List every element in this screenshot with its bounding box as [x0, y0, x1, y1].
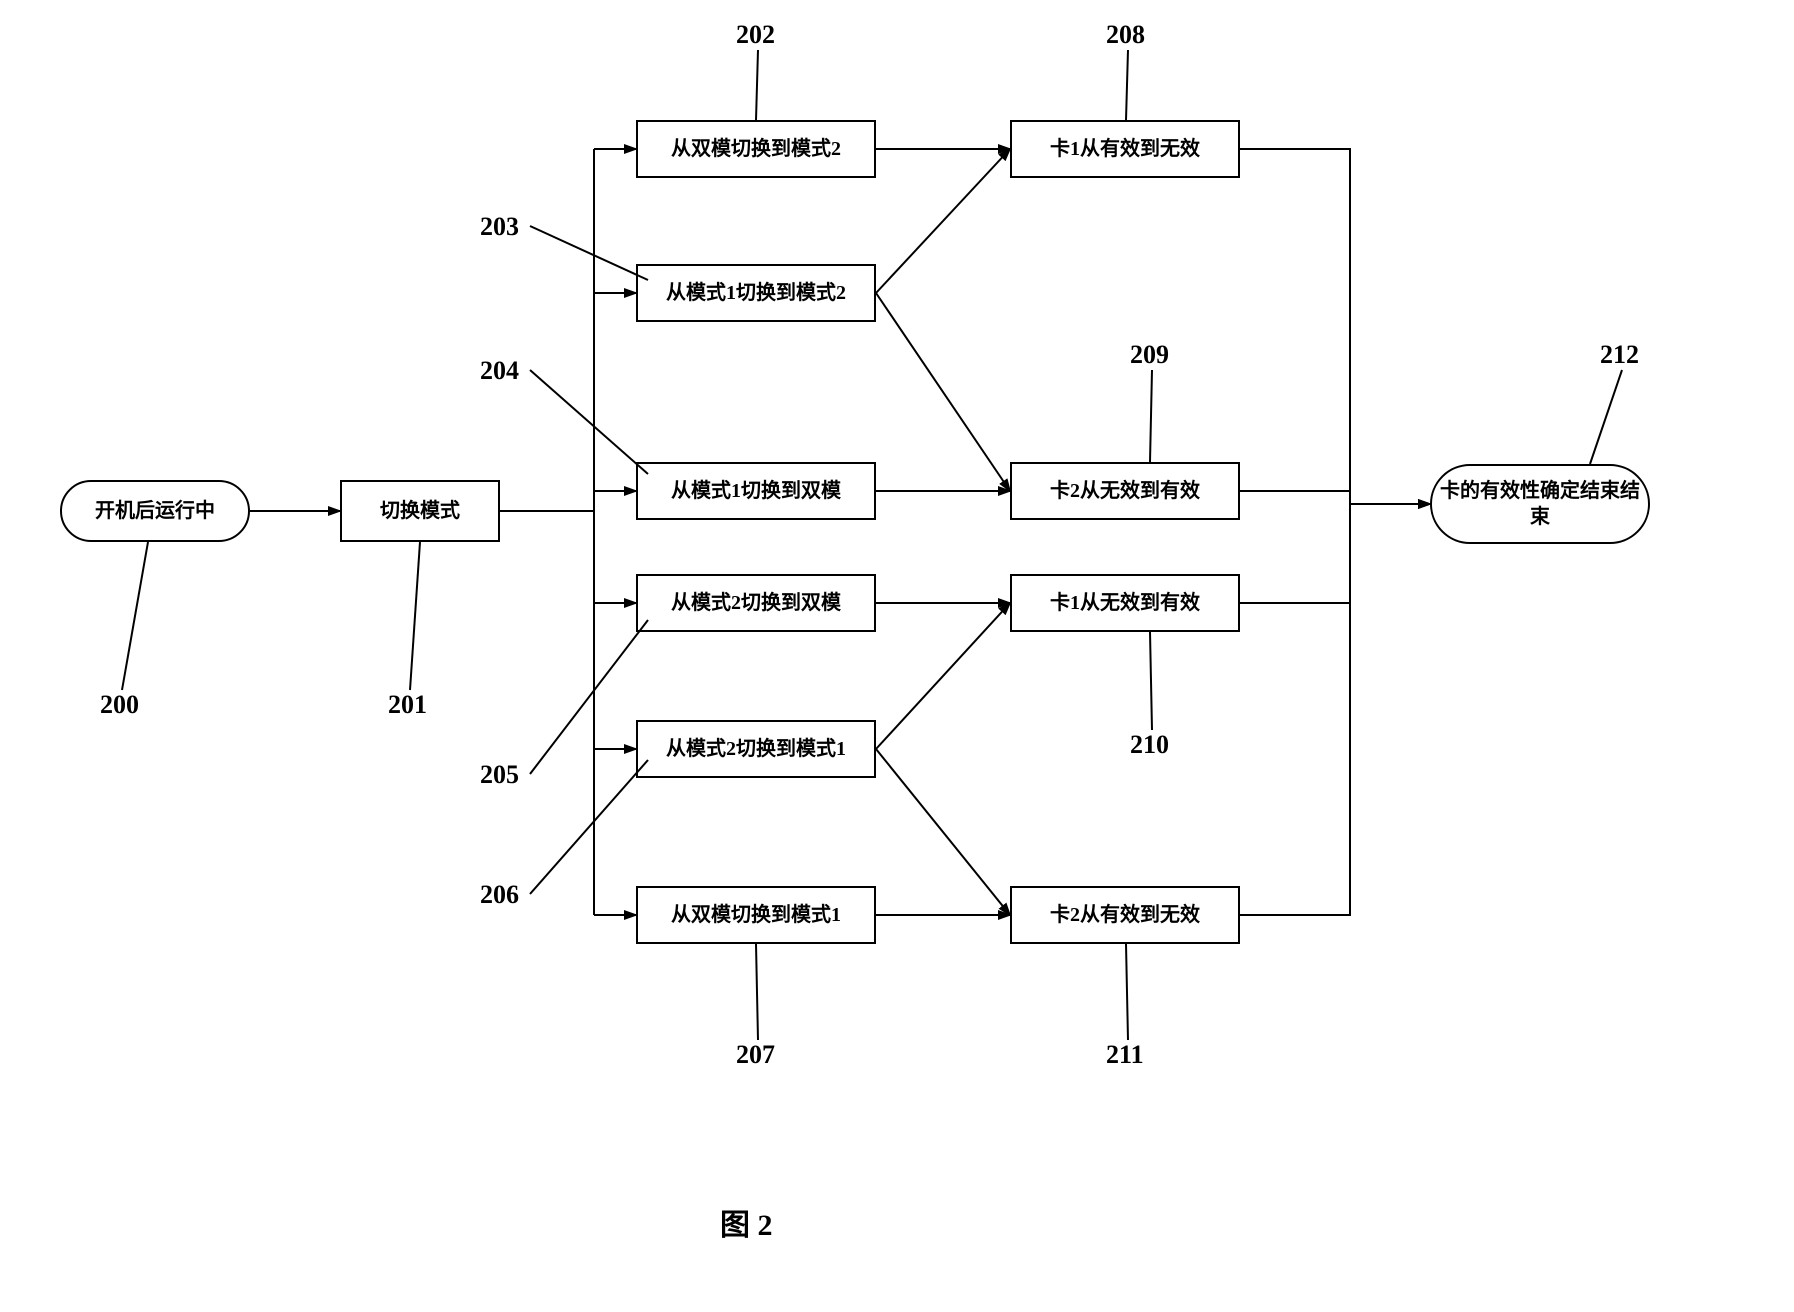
figure-caption: 图 2	[720, 1200, 773, 1244]
node-207: 从双模切换到模式1	[636, 886, 876, 944]
node-202: 从双模切换到模式2	[636, 120, 876, 178]
node-211-text: 卡2从有效到无效	[1050, 902, 1200, 928]
label-203: 203	[480, 212, 519, 242]
node-202-text: 从双模切换到模式2	[671, 136, 841, 162]
label-204: 204	[480, 356, 519, 386]
node-203-text: 从模式1切换到模式2	[666, 280, 846, 306]
label-205: 205	[480, 760, 519, 790]
label-201: 201	[388, 690, 427, 720]
node-208: 卡1从有效到无效	[1010, 120, 1240, 178]
label-209: 209	[1130, 340, 1169, 370]
label-202: 202	[736, 20, 775, 50]
node-210: 卡1从无效到有效	[1010, 574, 1240, 632]
node-209: 卡2从无效到有效	[1010, 462, 1240, 520]
node-207-text: 从双模切换到模式1	[671, 902, 841, 928]
node-200-start: 开机后运行中	[60, 480, 250, 542]
node-212-text: 卡的有效性确定结束结束	[1440, 478, 1640, 530]
label-207: 207	[736, 1040, 775, 1070]
node-204: 从模式1切换到双模	[636, 462, 876, 520]
label-200: 200	[100, 690, 139, 720]
label-212: 212	[1600, 340, 1639, 370]
label-206: 206	[480, 880, 519, 910]
node-205: 从模式2切换到双模	[636, 574, 876, 632]
node-212-end: 卡的有效性确定结束结束	[1430, 464, 1650, 544]
node-205-text: 从模式2切换到双模	[671, 590, 841, 616]
label-211: 211	[1106, 1040, 1144, 1070]
node-201-switch-mode: 切换模式	[340, 480, 500, 542]
node-210-text: 卡1从无效到有效	[1050, 590, 1200, 616]
node-209-text: 卡2从无效到有效	[1050, 478, 1200, 504]
node-201-text: 切换模式	[380, 498, 460, 524]
node-200-text: 开机后运行中	[95, 498, 215, 524]
label-210: 210	[1130, 730, 1169, 760]
arrows-layer	[0, 0, 1794, 1312]
node-204-text: 从模式1切换到双模	[671, 478, 841, 504]
node-206: 从模式2切换到模式1	[636, 720, 876, 778]
node-211: 卡2从有效到无效	[1010, 886, 1240, 944]
node-206-text: 从模式2切换到模式1	[666, 736, 846, 762]
node-208-text: 卡1从有效到无效	[1050, 136, 1200, 162]
node-203: 从模式1切换到模式2	[636, 264, 876, 322]
label-208: 208	[1106, 20, 1145, 50]
